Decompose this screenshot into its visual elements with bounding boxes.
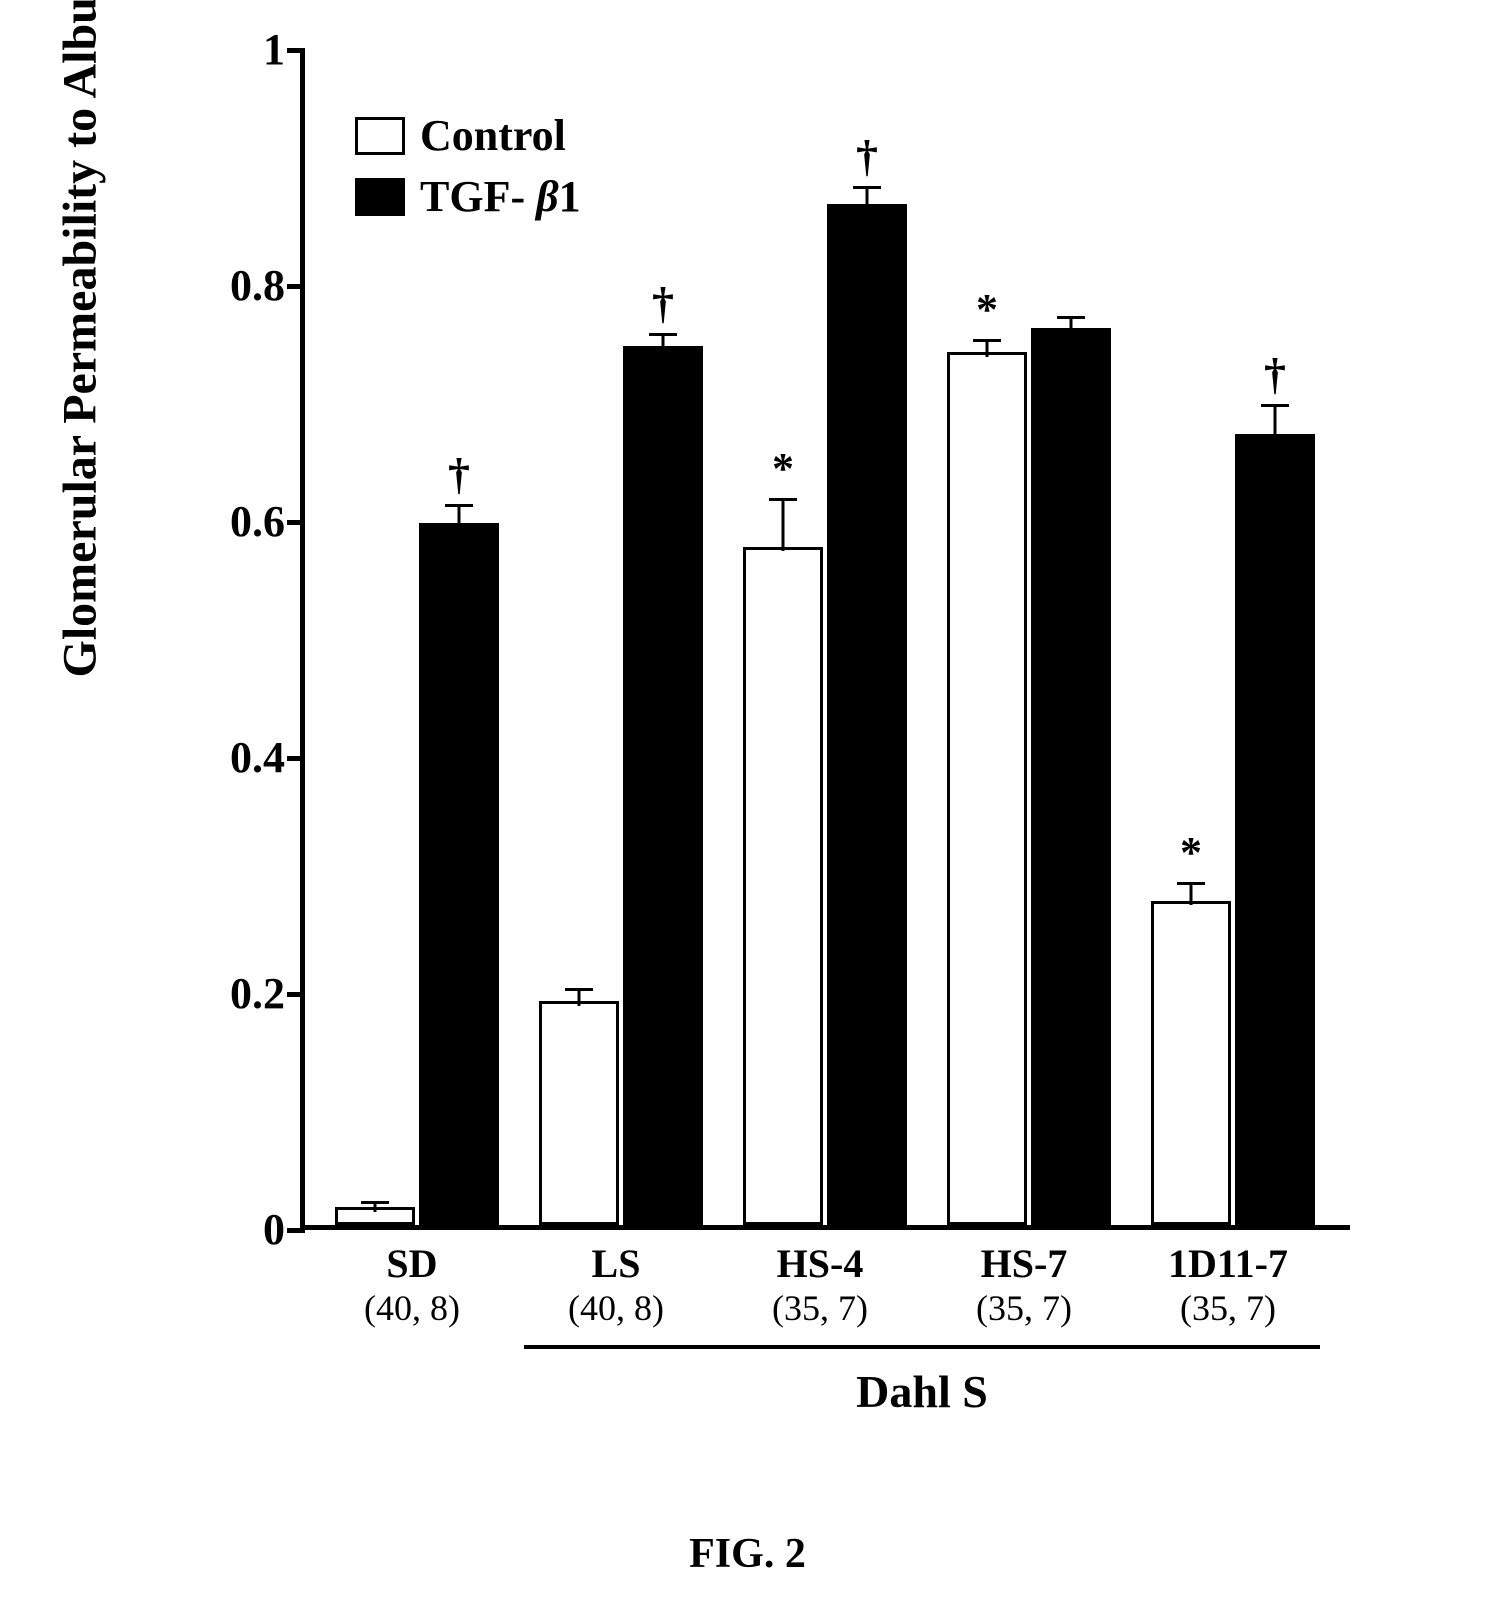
x-tick-group: SD(40, 8) <box>330 1240 494 1329</box>
y-axis-label: Glomerular Permeability to Albumin <box>53 0 108 678</box>
y-tick <box>287 992 305 997</box>
legend-item-tgf: TGF- β1 <box>355 171 581 222</box>
y-tick <box>287 48 305 53</box>
y-tick-label: 0.2 <box>215 968 285 1019</box>
significance-marker: * <box>1180 827 1202 878</box>
error-cap <box>649 333 677 336</box>
significance-marker: † <box>448 449 470 500</box>
y-tick <box>287 1228 305 1233</box>
bar-tgf <box>1031 328 1111 1225</box>
legend-swatch-tgf <box>355 178 405 216</box>
x-tick-label: HS-4 <box>738 1240 902 1287</box>
error-bar <box>1190 882 1193 906</box>
x-tick-label: HS-7 <box>942 1240 1106 1287</box>
x-tick-group: LS(40, 8) <box>534 1240 698 1329</box>
y-tick <box>287 520 305 525</box>
y-tick-label: 0.4 <box>215 732 285 783</box>
x-tick-label: SD <box>330 1240 494 1287</box>
x-tick-sublabel: (35, 7) <box>738 1287 902 1329</box>
significance-marker: * <box>976 284 998 335</box>
x-tick-group: HS-7(35, 7) <box>942 1240 1106 1329</box>
y-tick-label: 1 <box>215 24 285 75</box>
x-tick-label: LS <box>534 1240 698 1287</box>
legend-swatch-control <box>355 117 405 155</box>
y-tick <box>287 756 305 761</box>
y-tick-label: 0.6 <box>215 496 285 547</box>
significance-marker: † <box>1264 349 1286 400</box>
x-tick-sublabel: (40, 8) <box>534 1287 698 1329</box>
dahl-bracket <box>524 1345 1320 1349</box>
error-cap <box>973 339 1001 342</box>
x-tick-sublabel: (35, 7) <box>942 1287 1106 1329</box>
y-tick-label: 0 <box>215 1204 285 1255</box>
error-cap <box>853 186 881 189</box>
error-bar <box>458 504 461 528</box>
x-tick-group: HS-4(35, 7) <box>738 1240 902 1329</box>
significance-marker: * <box>772 443 794 494</box>
error-cap <box>361 1201 389 1204</box>
legend: Control TGF- β1 <box>355 110 581 232</box>
bar-tgf <box>623 346 703 1225</box>
legend-label-tgf: TGF- β1 <box>420 171 581 222</box>
error-cap <box>1057 316 1085 319</box>
y-tick-label: 0.8 <box>215 260 285 311</box>
chart-container: Glomerular Permeability to Albumin Contr… <box>100 50 1400 1450</box>
error-cap <box>1261 404 1289 407</box>
error-cap <box>565 988 593 991</box>
error-cap <box>769 498 797 501</box>
x-tick-sublabel: (35, 7) <box>1146 1287 1310 1329</box>
error-bar <box>866 186 869 210</box>
legend-item-control: Control <box>355 110 581 161</box>
significance-marker: † <box>856 131 878 182</box>
y-tick <box>287 284 305 289</box>
figure-label: FIG. 2 <box>0 1530 1495 1578</box>
bar-control <box>1151 901 1231 1226</box>
bar-control <box>947 352 1027 1225</box>
x-tick-group: 1D11-7(35, 7) <box>1146 1240 1310 1329</box>
error-cap <box>1177 882 1205 885</box>
dahl-label: Dahl S <box>524 1365 1320 1418</box>
significance-marker: † <box>652 278 674 329</box>
bar-tgf <box>1235 434 1315 1225</box>
x-tick-sublabel: (40, 8) <box>330 1287 494 1329</box>
legend-label-control: Control <box>420 110 566 161</box>
bar-tgf <box>419 523 499 1225</box>
error-cap <box>445 504 473 507</box>
error-bar <box>782 498 785 551</box>
x-tick-label: 1D11-7 <box>1146 1240 1310 1287</box>
bar-control <box>539 1001 619 1225</box>
error-bar <box>1274 404 1277 439</box>
bar-tgf <box>827 204 907 1225</box>
plot-area: Control TGF- β1 00.20.40.60.81 ††*†**† <box>300 50 1350 1230</box>
bar-control <box>743 547 823 1226</box>
